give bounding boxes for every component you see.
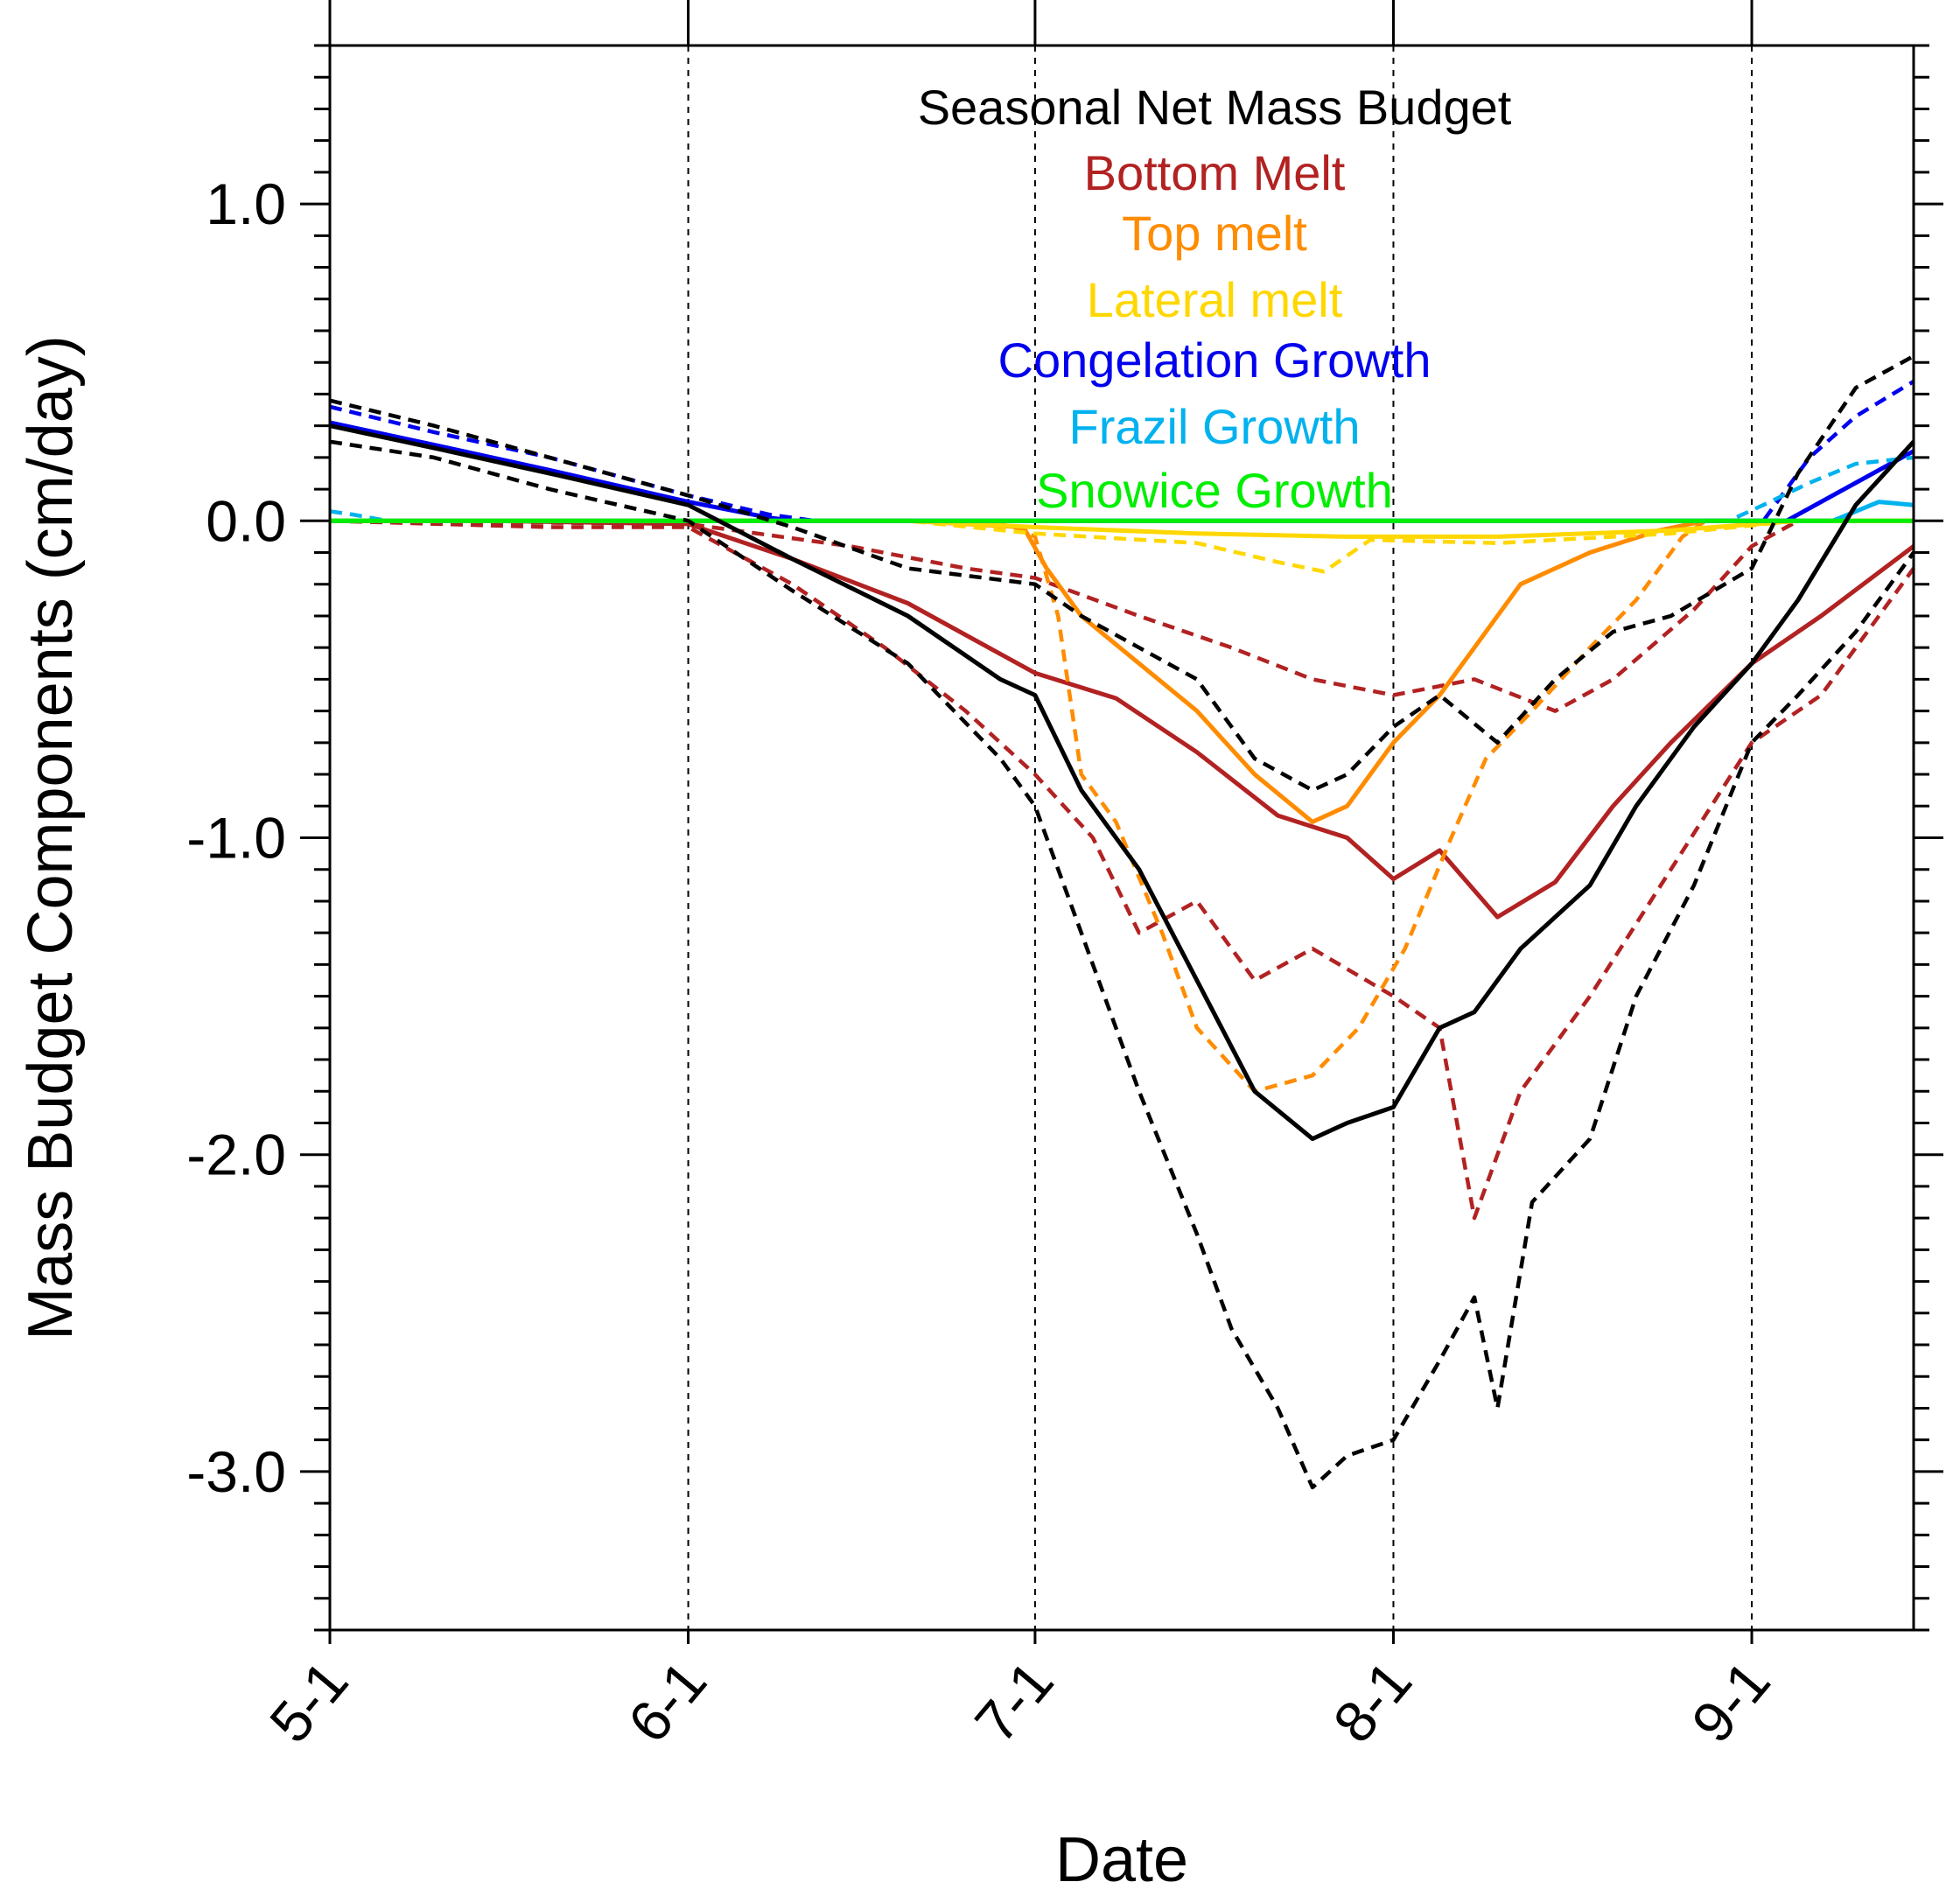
series-line <box>329 354 1915 793</box>
y-tick-label: 0.0 <box>206 488 286 553</box>
x-tick-label: 6-1 <box>615 1648 718 1754</box>
series-line <box>329 379 1915 523</box>
legend-entry: Seasonal Net Mass Budget <box>918 80 1512 135</box>
legend-entry: Bottom Melt <box>1084 145 1346 200</box>
legend-entry: Frazil Growth <box>1069 399 1361 454</box>
legend-entry: Top melt <box>1122 206 1307 261</box>
legend-entry: Lateral melt <box>1087 272 1343 327</box>
axis-ticks <box>300 0 1943 1644</box>
series-line <box>329 439 1915 1490</box>
x-tick-label: 8-1 <box>1320 1648 1424 1754</box>
legend-entry: Congelation Growth <box>998 332 1432 388</box>
plot-frame <box>328 44 1915 1632</box>
x-axis-title: Date <box>1055 1825 1188 1895</box>
series-line <box>330 518 1915 920</box>
series-line <box>330 519 1914 574</box>
x-tick-label: 7-1 <box>962 1648 1066 1754</box>
legend-entry: Snowice Growth <box>1036 463 1393 518</box>
x-tick-labels: 5-1 6-1 7-1 8-1 9-1 <box>257 1648 1782 1754</box>
series-line <box>330 519 1914 1094</box>
y-tick-label: -3.0 <box>186 1439 286 1504</box>
series-line <box>329 423 1915 1142</box>
series-line <box>330 518 1914 824</box>
series-line <box>329 519 1914 713</box>
y-tick-label: -2.0 <box>186 1123 286 1187</box>
legend: Seasonal Net Mass Budget Bottom Melt Top m… <box>918 80 1512 518</box>
series-line <box>329 455 1914 523</box>
y-tick-label: 1.0 <box>206 171 286 236</box>
x-tick-label: 5-1 <box>257 1648 360 1754</box>
series-line <box>329 519 1915 1221</box>
y-axis-title: Mass Budget Components (cm/day) <box>16 335 86 1340</box>
y-tick-label: -1.0 <box>186 806 286 871</box>
series-lines <box>329 354 1915 1490</box>
x-tick-label: 9-1 <box>1679 1648 1782 1754</box>
series-line <box>329 420 1915 523</box>
y-tick-labels: 1.0 0.0 -1.0 -2.0 -3.0 <box>186 171 286 1504</box>
